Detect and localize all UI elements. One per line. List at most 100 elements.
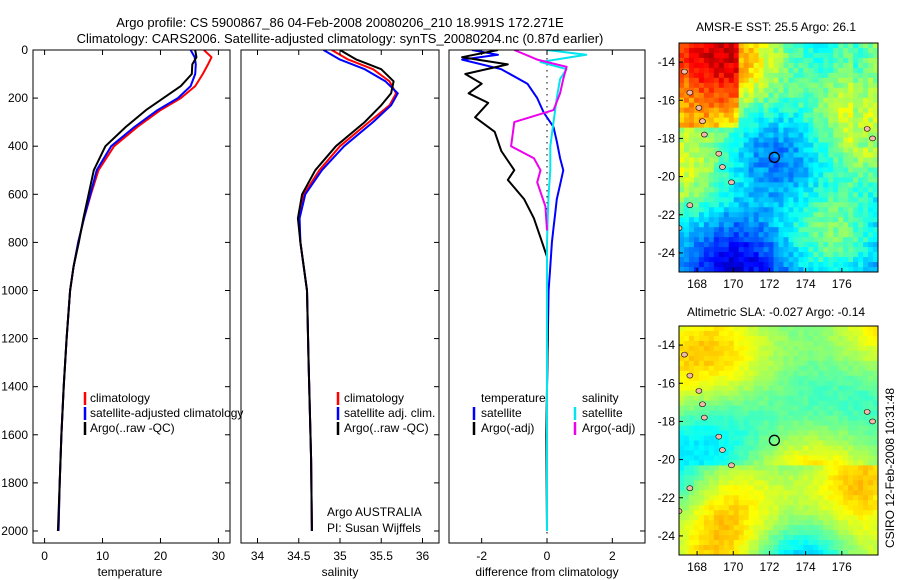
map-cell [683,480,690,486]
map-cell [863,147,869,153]
map-cell [688,435,695,441]
map-cell [773,405,779,412]
argo-float-marker [768,434,781,446]
map-cell [738,197,745,203]
map-cell [758,247,764,253]
map-cell [848,340,854,347]
map-cell [853,43,859,49]
map-cell [728,157,735,163]
map-cell [723,72,730,79]
map-cell [778,177,784,183]
map-cell [868,360,874,367]
map-cell [743,142,750,148]
map-cell [833,360,839,367]
map-cell [733,410,740,417]
map-cell [843,237,849,243]
map-cell [873,500,878,506]
map-cell [723,545,730,551]
map-cell [858,530,864,536]
map-cell [698,167,705,173]
map-cell [873,117,878,124]
map-cell [713,520,720,526]
map-cell [813,242,819,248]
map-cell [858,400,864,407]
map-cell [833,326,839,332]
series-line-satellite-adj-clim [298,50,399,532]
map-cell [843,87,849,94]
map-cell [863,187,869,193]
map-cell [833,470,839,476]
map-cell [763,400,769,407]
map-cell [768,267,774,272]
map-cell [683,495,690,501]
map-cell [743,430,750,436]
map-cell [838,345,844,352]
map-cell [679,425,685,431]
map-cell [703,57,710,64]
map-cell [778,112,784,119]
map-cell [833,207,839,213]
map-cell [793,495,799,501]
map-cell [728,257,735,263]
map-cell [703,395,710,402]
map-cell [798,355,804,362]
map-cell [793,57,799,64]
map-cell [853,192,859,198]
map-cell [683,435,690,441]
map-cell [748,415,755,421]
map-cell [753,147,760,153]
map-cell [853,107,859,114]
map-cell [708,87,715,94]
map-cell [818,172,824,178]
map-cell [818,365,824,372]
map-cell [848,385,854,392]
map-cell [679,52,685,59]
map-cell [848,147,854,153]
map-cell [763,485,769,491]
map-cell [873,182,878,188]
map-cell [798,197,804,203]
map-cell [688,197,695,203]
temperature-x-ticks: 0 10 20 30 [41,50,225,563]
map-cell [773,545,779,551]
series-line-argo-raw-qc [296,50,395,532]
map-cell [808,330,814,337]
map-cell [843,530,849,536]
map-cell [863,72,869,79]
map-cell [843,172,849,178]
map-cell [743,390,750,397]
map-cell [783,262,789,268]
map-cell [753,52,760,59]
map-cell [728,530,735,536]
map-cell [858,455,864,461]
map-cell [728,252,735,258]
map-cell [808,370,814,377]
map-cell [838,435,844,441]
map-cell [763,112,769,119]
legend-label-sal-argo: Argo(-adj) [582,421,635,435]
map-cell [873,485,878,491]
map-cell [743,510,750,516]
map-cell [713,217,720,223]
map-cell [838,510,844,516]
map-cell [818,97,824,104]
map-cell [728,400,735,407]
map-cell [848,365,854,372]
map-cell [743,515,750,521]
map-cell [748,455,755,461]
map-cell [873,232,878,238]
map-cell [798,540,804,546]
map-cell [703,47,710,54]
map-cell [833,187,839,193]
map-cell [803,545,809,551]
map-cell [823,355,829,362]
map-cell [873,62,878,69]
map-cell [803,465,809,471]
map-y-tick-label: -24 [658,246,676,260]
map-cell [753,460,760,466]
map-cell [683,52,690,59]
map-cell [693,475,700,481]
map-cell [763,162,769,168]
map-cell [728,510,735,516]
map-cell [848,510,854,516]
